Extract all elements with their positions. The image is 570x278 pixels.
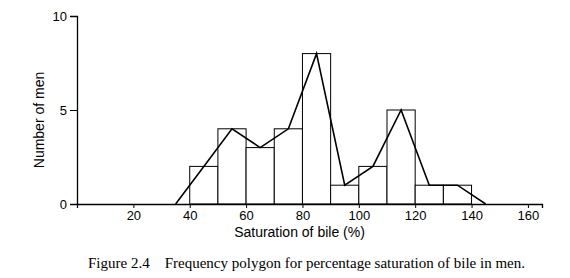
x-tick: 80 [296,204,310,223]
y-tick: 10 [53,9,77,24]
x-tick: 160 [518,204,540,223]
y-tick-label: 10 [53,9,67,24]
x-tick: 60 [239,204,253,223]
y-tick-label: 5 [60,103,67,118]
bar [331,185,359,204]
x-tick: 120 [405,204,427,223]
y-axis: 0 5 10 [53,9,78,212]
bar [190,166,218,204]
chart: 20 40 60 80 100 120 140 160 0 5 10 Saturation of bi… [0,0,570,278]
x-tick-label: 120 [405,208,427,223]
y-tick-mark [70,110,77,111]
x-tick-label: 40 [183,208,197,223]
x-tick: 140 [461,204,483,223]
y-tick: 5 [60,103,77,118]
y-tick-mark [70,16,77,17]
x-tick-label: 100 [348,208,370,223]
frequency-polygon [176,54,486,204]
x-axis: 20 40 60 80 100 120 140 160 [78,204,543,223]
bar [302,54,330,204]
x-tick: 20 [127,204,141,223]
x-tick-label: 140 [461,208,483,223]
plot-area [176,54,486,204]
bar [218,129,246,204]
y-axis-title: Number of men [31,72,47,168]
y-tick-mark [70,204,77,205]
y-axis-line [70,17,78,205]
x-tick-label: 20 [127,208,141,223]
x-tick: 100 [348,204,370,223]
bar [246,148,274,204]
x-tick-label: 160 [518,208,540,223]
bar [387,110,415,204]
x-tick-label: 60 [239,208,253,223]
bar [443,185,471,204]
x-tick-label: 80 [296,208,310,223]
x-axis-title: Saturation of bile (%) [234,224,365,240]
bar [415,185,443,204]
caption: Figure 2.4 Frequency polygon for percent… [88,255,525,271]
y-tick: 0 [60,197,77,212]
y-tick-label: 0 [60,197,67,212]
x-tick: 40 [183,204,197,223]
bar [274,129,302,204]
